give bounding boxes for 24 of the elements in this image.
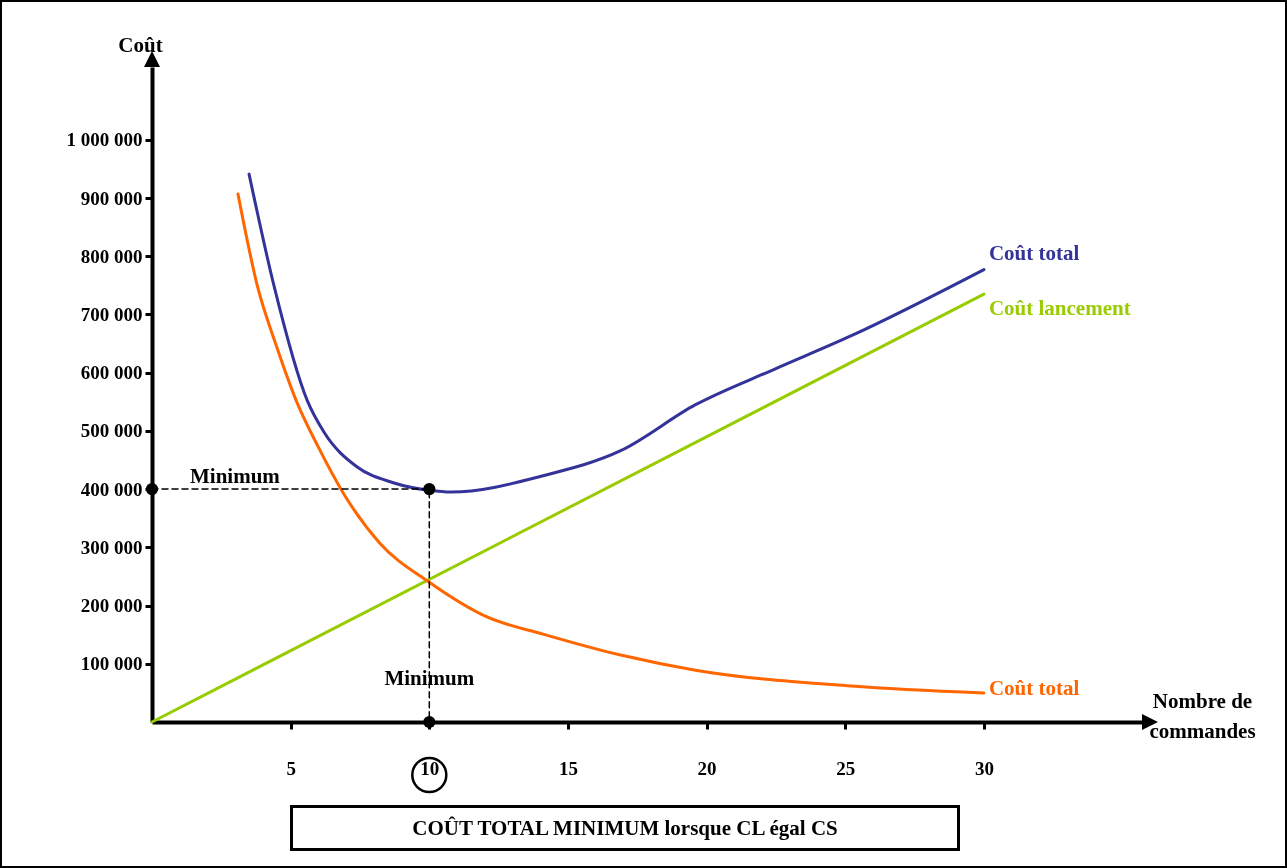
y-axis-title: Coût — [118, 32, 163, 57]
y-tick-label: 100 000 — [80, 653, 143, 675]
x-tick-label: 30 — [974, 757, 994, 779]
y-tick-label: 600 000 — [80, 362, 143, 384]
annotation: Minimum — [384, 665, 475, 690]
series-label: Coût total — [988, 240, 1080, 265]
x-tick-label: 15 — [558, 757, 578, 779]
y-tick-label: 700 000 — [80, 303, 143, 325]
x-tick-label: 5 — [286, 757, 296, 779]
y-tick-label: 900 000 — [80, 187, 143, 209]
y-tick-label: 400 000 — [80, 478, 143, 500]
y-tick-label: 1 000 000 — [66, 129, 143, 151]
x-axis-title: Nombre de commandes — [1149, 688, 1256, 743]
x-tick-label: 10 — [420, 757, 440, 779]
y-tick-label: 300 000 — [80, 536, 143, 558]
annotation: Minimum — [190, 464, 280, 489]
y-tick-label: 200 000 — [80, 595, 143, 617]
x-tick-label: 20 — [697, 757, 717, 779]
text: COÛT TOTAL MINIMUM lorsque CL égal CS — [290, 805, 960, 851]
series-label: Coût lancement — [988, 296, 1131, 321]
x-tick-label: 25 — [836, 757, 856, 779]
y-tick-label: 500 000 — [80, 420, 143, 442]
y-tick-label: 800 000 — [80, 245, 143, 267]
series-label: Coût total — [988, 675, 1080, 700]
